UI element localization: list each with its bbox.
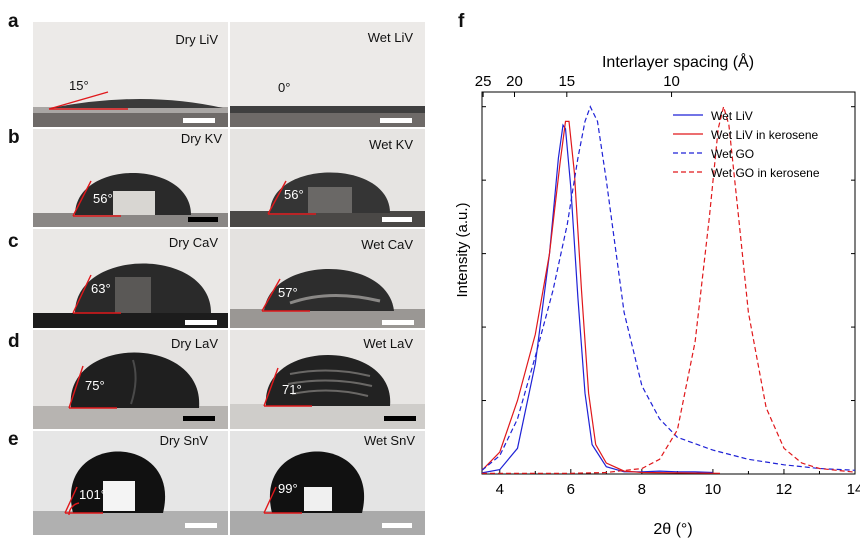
plot-frame (481, 91, 856, 475)
wet-cav-photo: Wet CaV 57° (230, 229, 425, 328)
label-wet-liv: Wet LiV (367, 30, 413, 45)
x-tick-label: 6 (567, 481, 575, 498)
x-tick-label: 14 (847, 481, 860, 498)
top-tick-label: 10 (663, 73, 680, 90)
legend-label-1: Wet LiV in kerosene (711, 128, 818, 142)
label-wet-cav: Wet CaV (361, 237, 413, 252)
label-dry-lav: Dry LaV (171, 336, 218, 351)
y-axis-title: Intensity (a.u.) (455, 202, 471, 297)
label-wet-kv: Wet KV (369, 137, 413, 152)
series-line-2 (481, 105, 856, 471)
x-tick-label: 8 (638, 481, 646, 498)
top-tick-label: 15 (558, 73, 575, 90)
x-tick-label: 12 (776, 481, 793, 498)
angle-wet-cav: 57° (278, 285, 298, 300)
label-dry-cav: Dry CaV (168, 235, 218, 250)
wet-lav-photo: Wet LaV 71° (230, 330, 425, 429)
top-tick-label: 20 (506, 73, 523, 90)
top-tick-label: 25 (475, 73, 492, 90)
panel-letter-c: c (8, 231, 19, 252)
panel-letter-b: b (8, 127, 20, 148)
angle-wet-liv: 0° (278, 80, 291, 95)
scale-bar (183, 416, 215, 421)
wet-liv-photo: Wet LiV 0° (230, 22, 425, 127)
angle-dry-lav: 75° (85, 378, 105, 393)
angle-dry-liv: 15° (69, 78, 89, 93)
scale-bar (382, 320, 414, 325)
angle-wet-lav: 71° (282, 382, 302, 397)
scale-bar (185, 523, 217, 528)
legend-label-0: Wet LiV (711, 109, 753, 123)
angle-dry-kv: 56° (93, 191, 113, 206)
angle-dry-cav: 63° (91, 281, 111, 296)
label-dry-snv: Dry SnV (159, 433, 208, 448)
series-line-0 (481, 123, 713, 474)
scale-bar (188, 217, 218, 222)
scale-bar (183, 118, 215, 123)
scale-bar (384, 416, 416, 421)
wet-kv-photo: Wet KV 56° (230, 129, 425, 227)
angle-wet-snv: 99° (278, 481, 298, 496)
label-wet-snv: Wet SnV (363, 433, 415, 448)
panel-letter-f: f (458, 11, 465, 32)
scale-bar (382, 523, 412, 528)
panel-letter-d: d (8, 331, 20, 352)
legend-label-2: Wet GO (711, 147, 754, 161)
panel-letter-a: a (8, 11, 19, 32)
panel-letter-e: e (8, 429, 19, 450)
x-tick-label: 4 (496, 481, 504, 498)
top-axis-title: Interlayer spacing (Å) (602, 52, 754, 71)
wet-snv-photo: Wet SnV 99° (230, 431, 425, 535)
dry-liv-photo: Dry LiV 15° (33, 22, 228, 127)
angle-wet-kv: 56° (284, 187, 304, 202)
xrd-chart: Interlayer spacing (Å) Intensity (a.u.) … (455, 52, 860, 538)
scale-bar (382, 217, 412, 222)
x-axis-title: 2θ (°) (653, 521, 692, 538)
series-line-1 (481, 120, 721, 474)
scale-bar (185, 320, 217, 325)
dry-kv-photo: Dry KV 56° (33, 129, 228, 227)
series-line-3 (482, 104, 856, 474)
scale-bar (380, 118, 412, 123)
label-wet-lav: Wet LaV (363, 336, 413, 351)
label-dry-liv: Dry LiV (175, 32, 218, 47)
dry-cav-photo: Dry CaV 63° (33, 229, 228, 328)
label-dry-kv: Dry KV (180, 131, 222, 146)
x-tick-label: 10 (705, 481, 722, 498)
legend-label-3: Wet GO in kerosene (711, 166, 820, 180)
angle-dry-snv: 101° (79, 487, 106, 502)
dry-snv-photo: Dry SnV 101° (33, 431, 228, 535)
dry-lav-photo: Dry LaV 75° (33, 330, 228, 429)
